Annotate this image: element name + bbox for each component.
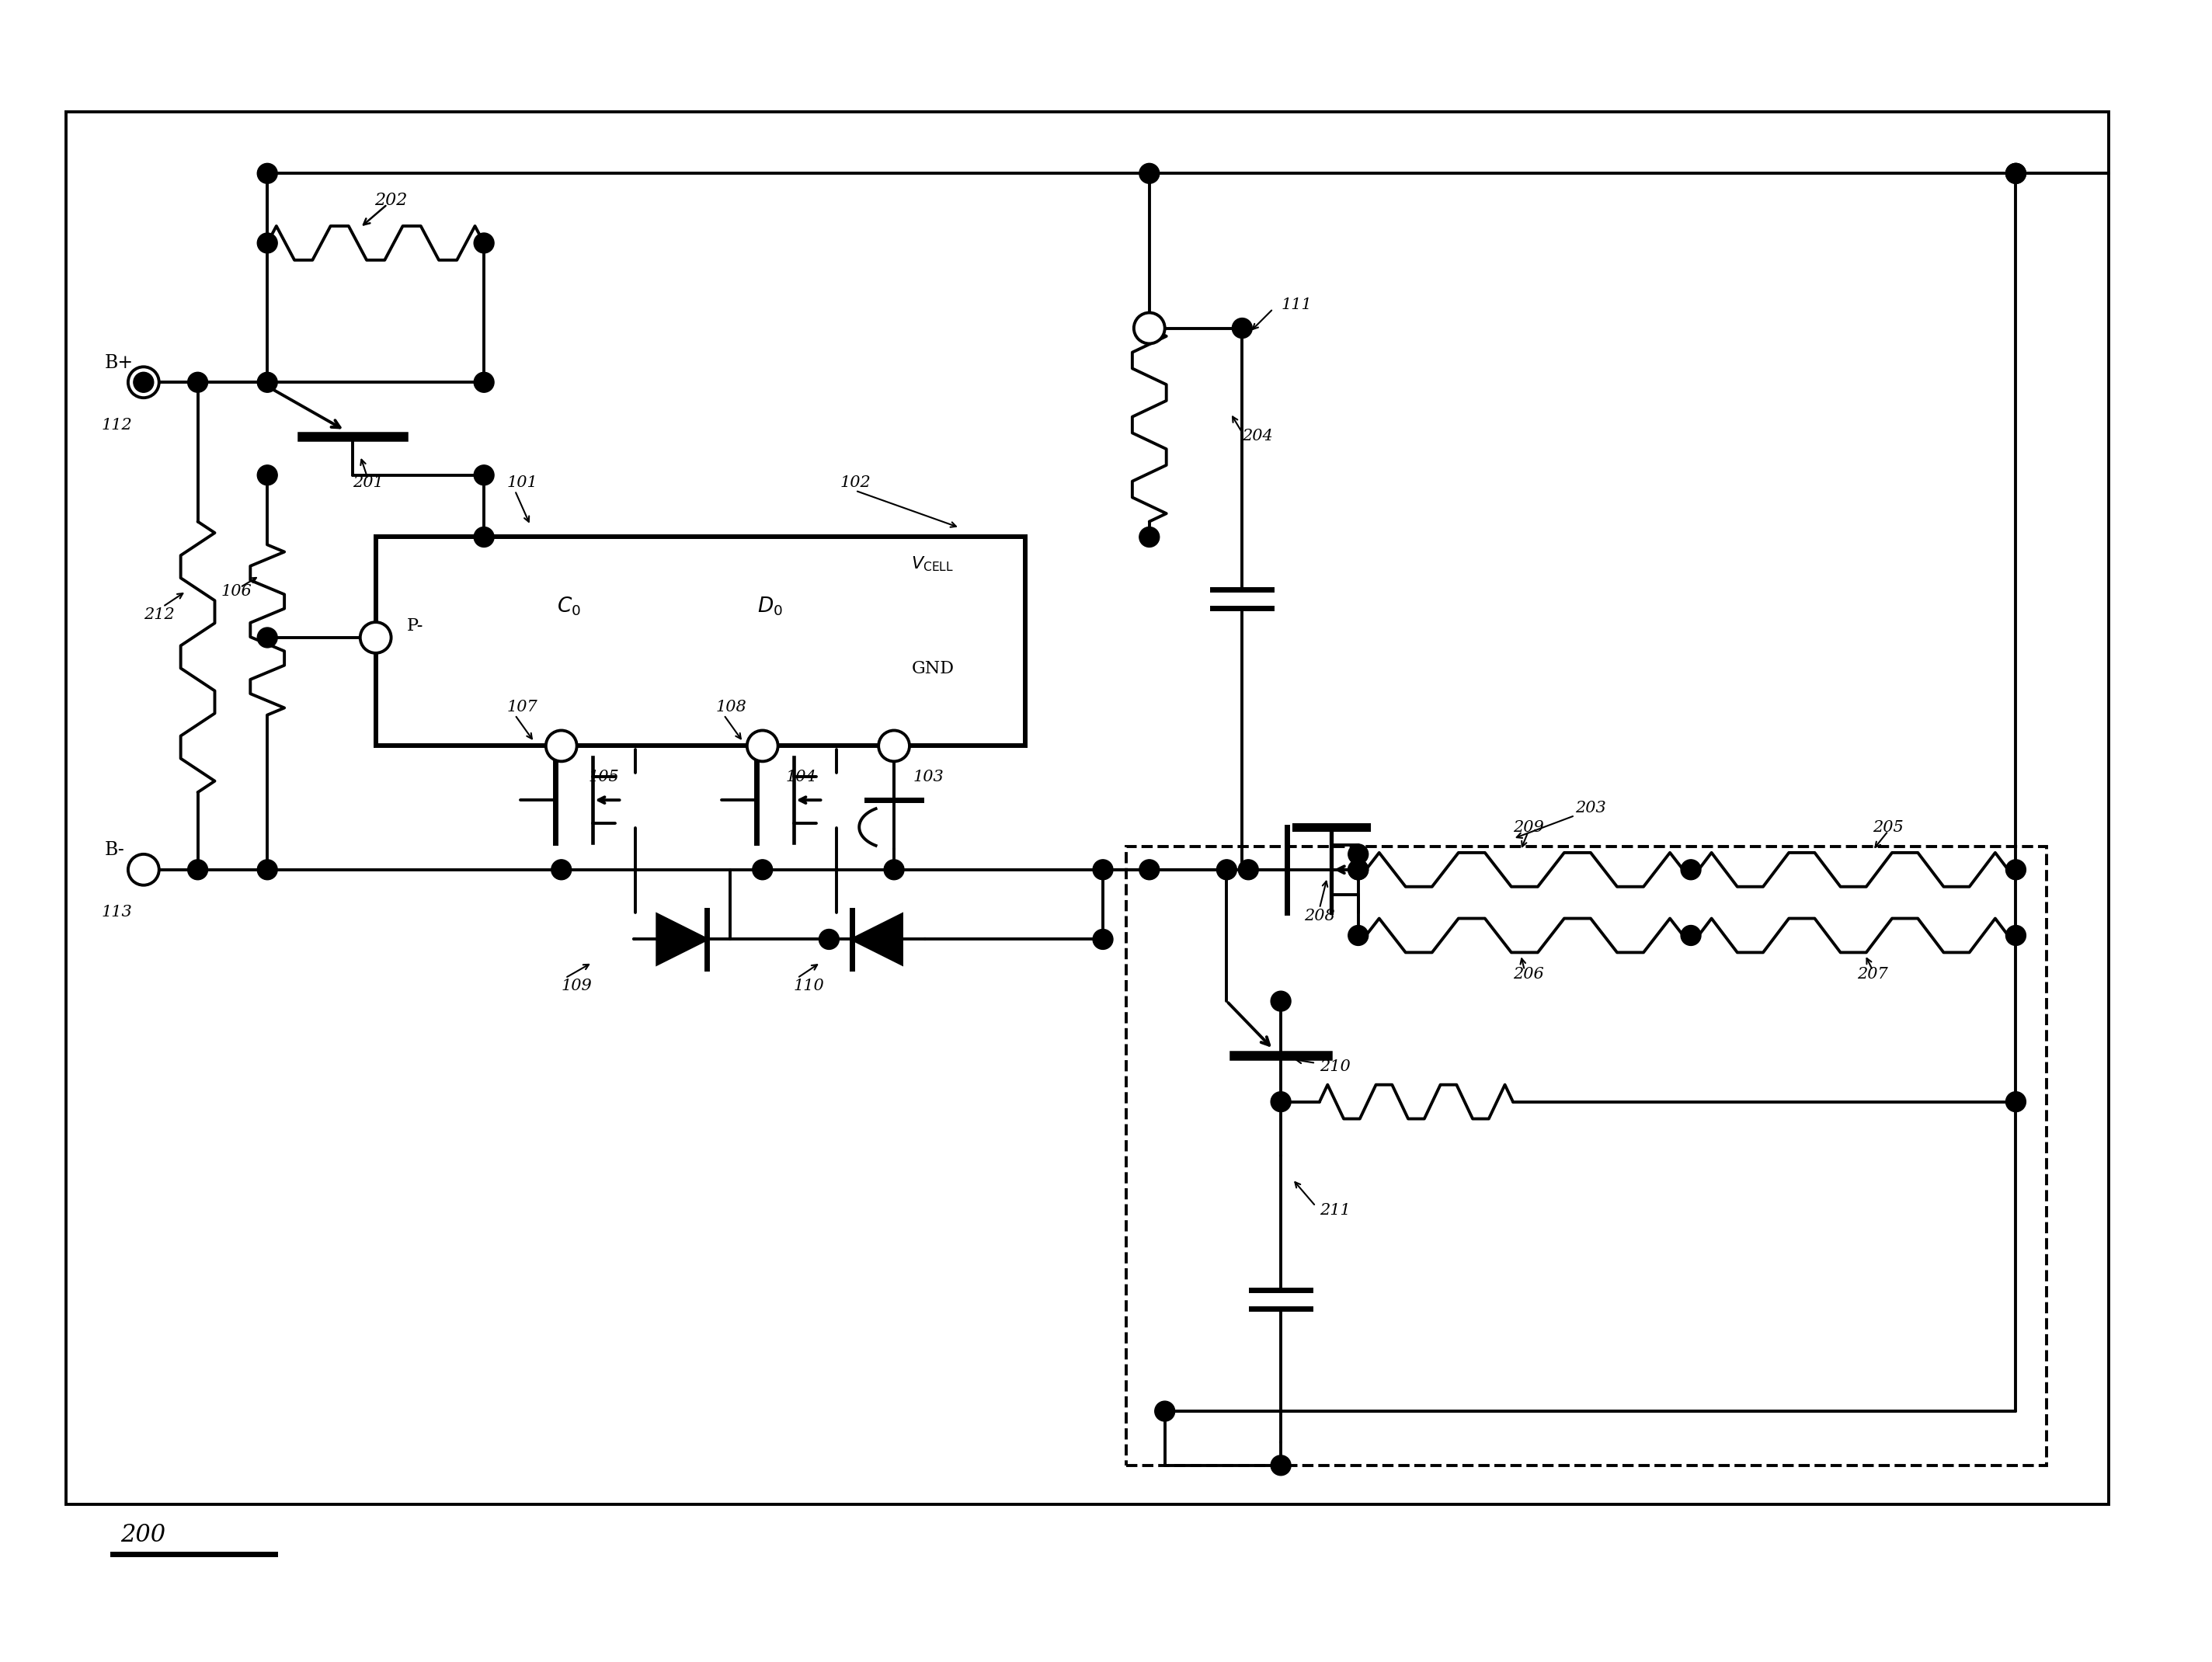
Text: 210: 210: [1321, 1060, 1349, 1074]
Circle shape: [257, 628, 276, 648]
Circle shape: [1681, 926, 1701, 946]
Circle shape: [1093, 929, 1113, 949]
Text: 108: 108: [717, 700, 748, 715]
Circle shape: [473, 527, 493, 547]
Text: 109: 109: [562, 979, 593, 994]
Text: 113: 113: [102, 904, 133, 919]
Circle shape: [1347, 844, 1369, 864]
Circle shape: [1155, 1401, 1175, 1421]
Polygon shape: [852, 914, 902, 964]
Circle shape: [1347, 859, 1369, 879]
Circle shape: [257, 859, 276, 879]
Circle shape: [551, 859, 571, 879]
Text: GND: GND: [911, 660, 953, 676]
Text: 205: 205: [1874, 819, 1905, 834]
Text: 206: 206: [1513, 967, 1544, 982]
Circle shape: [133, 372, 153, 392]
Circle shape: [1139, 163, 1159, 183]
Circle shape: [1232, 317, 1252, 337]
Circle shape: [2006, 859, 2026, 879]
Text: $V_{\rm CELL}$: $V_{\rm CELL}$: [911, 555, 953, 573]
Circle shape: [878, 730, 909, 761]
Circle shape: [1347, 859, 1369, 879]
Text: 104: 104: [785, 770, 816, 784]
Circle shape: [257, 163, 276, 183]
Bar: [66, 111, 2108, 1504]
Circle shape: [257, 233, 276, 253]
Circle shape: [128, 854, 159, 886]
Text: 208: 208: [1305, 909, 1334, 924]
Text: 207: 207: [1858, 967, 1889, 982]
Circle shape: [885, 859, 905, 879]
Circle shape: [752, 859, 772, 879]
Text: 212: 212: [144, 607, 175, 622]
Text: 111: 111: [1281, 297, 1312, 312]
Circle shape: [257, 465, 276, 485]
Circle shape: [1139, 527, 1159, 547]
Circle shape: [188, 372, 208, 392]
Circle shape: [128, 367, 159, 397]
Circle shape: [2006, 163, 2026, 183]
Text: P-: P-: [407, 618, 422, 635]
Circle shape: [2006, 1092, 2026, 1112]
Circle shape: [188, 859, 208, 879]
Circle shape: [748, 730, 779, 761]
Text: B-: B-: [104, 841, 124, 859]
Circle shape: [473, 233, 493, 253]
Text: $D_0$: $D_0$: [757, 595, 783, 618]
Circle shape: [361, 622, 392, 653]
Circle shape: [1270, 991, 1292, 1010]
Circle shape: [546, 730, 577, 761]
Text: 110: 110: [794, 979, 825, 994]
Text: 102: 102: [841, 475, 872, 490]
Bar: [1126, 846, 2046, 1466]
Circle shape: [1681, 859, 1701, 879]
Text: 203: 203: [1575, 801, 1606, 814]
Circle shape: [1135, 312, 1166, 344]
Circle shape: [257, 372, 276, 392]
Text: 201: 201: [352, 475, 383, 490]
Circle shape: [1347, 926, 1369, 946]
Circle shape: [818, 929, 838, 949]
Text: 105: 105: [588, 770, 619, 784]
Circle shape: [473, 465, 493, 485]
Circle shape: [1217, 859, 1237, 879]
Polygon shape: [657, 914, 708, 964]
Bar: [376, 537, 1026, 746]
Text: 101: 101: [507, 475, 538, 490]
Circle shape: [1139, 859, 1159, 879]
Text: 202: 202: [374, 193, 407, 209]
Circle shape: [473, 372, 493, 392]
Text: 103: 103: [914, 770, 945, 784]
Text: 211: 211: [1321, 1203, 1349, 1218]
Text: 107: 107: [507, 700, 538, 715]
Circle shape: [2006, 163, 2026, 183]
Text: $C_0$: $C_0$: [557, 595, 582, 618]
Circle shape: [2006, 926, 2026, 946]
Circle shape: [1093, 859, 1113, 879]
Text: 106: 106: [221, 583, 252, 598]
Circle shape: [1270, 1456, 1292, 1476]
Text: 204: 204: [1243, 429, 1274, 444]
Text: B+: B+: [104, 354, 133, 372]
Text: 200: 200: [119, 1522, 166, 1547]
Circle shape: [1270, 1092, 1292, 1112]
Text: 209: 209: [1513, 819, 1544, 834]
Circle shape: [1239, 859, 1259, 879]
Text: 112: 112: [102, 417, 133, 432]
